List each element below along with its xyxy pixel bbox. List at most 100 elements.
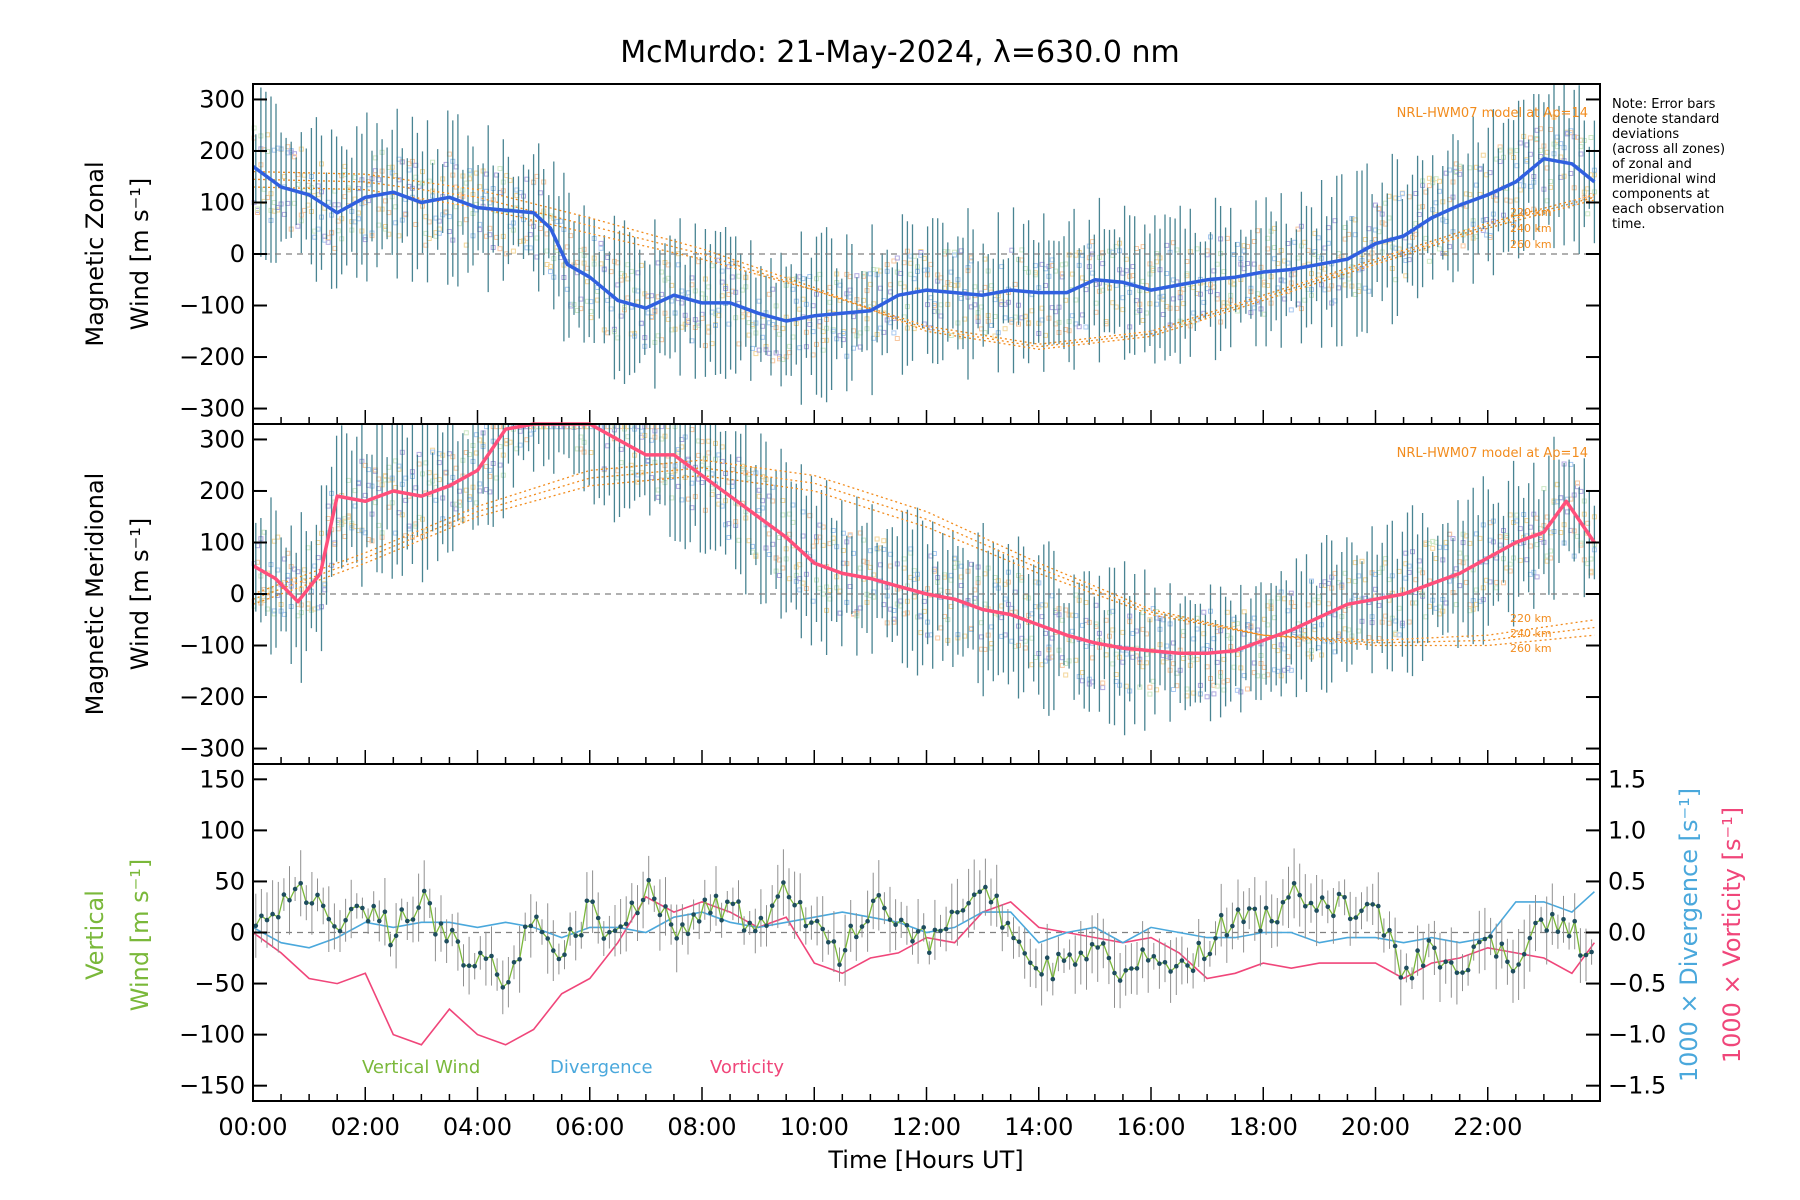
vertical-wind-point [1364, 901, 1370, 907]
vertical-wind-point [517, 957, 522, 962]
vertical-wind-point [1050, 976, 1056, 982]
vertical-wind-point [1314, 908, 1319, 913]
zone-point [935, 635, 941, 641]
vertical-wind-point [977, 889, 983, 895]
vertical-wind-point [1162, 960, 1168, 965]
vertical-wind-point [1482, 936, 1488, 942]
y-tick-label: 100 [199, 528, 245, 556]
x-tick-label: 02:00 [331, 1113, 400, 1141]
vertical-wind-point [253, 923, 259, 929]
vertical-wind-point [820, 926, 825, 932]
vertical-wind-point [1331, 913, 1336, 919]
vertical-wind-point [730, 901, 736, 907]
vertical-wind-point [764, 923, 769, 929]
vertical-wind-point [949, 909, 955, 915]
vertical-wind-point [388, 942, 393, 948]
y-tick-label: −200 [179, 343, 245, 371]
vertical-wind-point [1420, 963, 1426, 969]
vertical-wind-point [377, 918, 382, 924]
note-line: components at [1612, 187, 1710, 202]
vertical-wind-point [1056, 951, 1061, 957]
vertical-wind-point [1499, 941, 1505, 947]
zone-point [1399, 191, 1405, 197]
vertical-wind-point [1308, 900, 1314, 906]
right-y-tick-label: 1.0 [1608, 816, 1646, 844]
zone-point [854, 273, 860, 279]
vertical-wind-point [595, 915, 601, 921]
vertical-wind-point [618, 924, 623, 929]
vertical-wind-point [1493, 954, 1499, 959]
vertical-wind-point [343, 918, 348, 923]
vertical-wind-point [337, 928, 343, 934]
zone-point [1147, 691, 1153, 697]
y-tick-label: 100 [199, 188, 245, 216]
zone-point [1100, 680, 1106, 686]
vorticity-axis-label: 1000 × Vorticity [s⁻¹] [1718, 807, 1746, 1063]
zone-point [295, 223, 301, 229]
zone-point [510, 248, 516, 254]
vertical-wind-point [466, 963, 472, 968]
vertical-wind-point [1061, 958, 1067, 963]
vertical-wind-point [1359, 908, 1364, 914]
vertical-wind-point [292, 886, 298, 892]
zonal-y-axis: 300 200 100 0 −100 −200 −300 [179, 85, 1601, 424]
vertical-wind-point [410, 917, 416, 922]
vertical-wind-point [309, 901, 315, 906]
vertical-wind-point [354, 903, 360, 909]
model-curve-model_240 [252, 467, 1595, 644]
vertical-wind-point [842, 947, 848, 953]
vertical-wind-point [393, 933, 399, 938]
vertical-wind-point [601, 936, 607, 941]
meridional-y-axis: 300 200 100 0 −100 −200 −300 [179, 425, 1601, 764]
vertical-wind-point [1269, 918, 1274, 924]
vertical-wind-point [320, 903, 326, 909]
vertical-wind-point [640, 897, 646, 903]
vertical-wind-point [573, 933, 578, 938]
zone-point [1430, 538, 1436, 544]
zone-point [891, 330, 897, 336]
vertical-wind-point [472, 963, 478, 969]
zone-point [1396, 632, 1402, 638]
model-curve-model_220 [252, 186, 1595, 345]
vertical-wind-point [522, 924, 528, 930]
x-tick-label: 18:00 [1229, 1113, 1298, 1141]
note-line: Note: Error bars [1612, 97, 1716, 112]
vertical-wind-point [960, 908, 966, 913]
vertical-wind-point [421, 888, 427, 894]
vertical-wind-point [1510, 969, 1516, 974]
zone-point [1211, 691, 1217, 697]
vertical-wind-point [826, 940, 831, 945]
vertical-wind-point [1258, 928, 1263, 934]
vertical-wind-point [910, 939, 915, 944]
y-tick-label: −100 [179, 632, 245, 660]
vertical-wind-point [1134, 966, 1140, 971]
zone-point [1288, 590, 1294, 596]
vertical-wind-point [1477, 939, 1482, 945]
y-tick-label: 0 [230, 919, 245, 947]
mean-wind-line [251, 156, 1596, 323]
zone-point [1063, 672, 1069, 678]
vertical-wind-point [1246, 906, 1252, 911]
vertical-wind-point [1505, 959, 1510, 965]
vertical-wind-point [1117, 978, 1123, 983]
vertical-wind-point [859, 924, 865, 929]
zone-point [1393, 632, 1399, 638]
zone-point [1214, 683, 1220, 689]
zone-point [1288, 667, 1294, 673]
vertical-wind-point [1432, 945, 1437, 951]
vertical-wind-point [837, 962, 842, 967]
zone-point [952, 252, 958, 258]
zonal-ylabel-line2: Wind [m s⁻¹] [126, 178, 154, 330]
zonal-altitude-260: 260 km [1510, 238, 1552, 251]
vertical-wind-point [1202, 956, 1207, 962]
vertical-wind-point [365, 918, 371, 924]
vertical-wind-point [1415, 948, 1420, 953]
zone-point [292, 151, 297, 157]
vertical-wind-point [646, 877, 651, 883]
vertical-wind-point [360, 905, 365, 911]
vertical-wind-point [966, 900, 971, 906]
y-tick-label: −300 [179, 735, 245, 763]
vertical-wind-point [1196, 940, 1201, 946]
vertical-right-y-axis: 1.5 1.0 0.5 0.0 −0.5 −1.0 −1.5 [1586, 765, 1666, 1100]
vertical-wind-point [1544, 928, 1549, 933]
